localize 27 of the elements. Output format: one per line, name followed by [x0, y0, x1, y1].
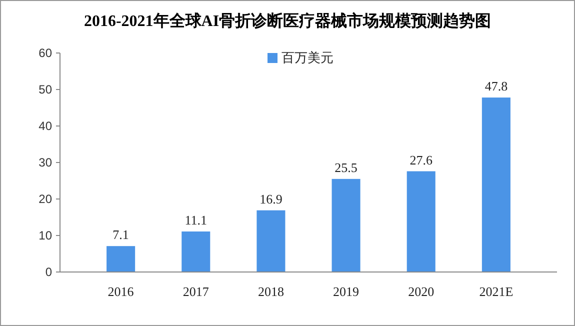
y-tick-label: 40 — [38, 119, 52, 133]
y-tick-label: 50 — [38, 82, 52, 96]
bar — [406, 171, 436, 272]
y-tick-label: 0 — [45, 265, 52, 279]
data-label: 25.5 — [334, 160, 358, 175]
data-label: 47.8 — [484, 78, 508, 94]
x-tick-label: 2018 — [258, 284, 284, 299]
bar — [256, 210, 286, 272]
bar — [106, 246, 136, 272]
y-tick-label: 60 — [38, 46, 52, 60]
bar — [182, 231, 210, 272]
x-tick-label: 2021E — [479, 284, 514, 299]
legend-label: 百万美元 — [282, 50, 334, 66]
bar — [332, 178, 360, 272]
y-tick-label: 20 — [38, 192, 52, 206]
data-label: 7.1 — [112, 227, 129, 242]
data-label: 16.9 — [260, 191, 282, 206]
x-tick-label: 2020 — [408, 284, 434, 299]
x-tick-label: 2017 — [182, 284, 210, 299]
bar — [482, 98, 510, 272]
chart-title: 2016-2021年全球AI骨折诊断医疗器械市场规模预测趋势图 — [84, 12, 492, 30]
x-tick-label: 2019 — [333, 284, 360, 299]
data-label: 11.1 — [184, 212, 208, 228]
y-tick-label: 30 — [38, 156, 52, 170]
y-tick-label: 10 — [38, 228, 52, 242]
x-tick-label: 2016 — [108, 284, 134, 299]
data-label: 27.6 — [410, 152, 433, 168]
